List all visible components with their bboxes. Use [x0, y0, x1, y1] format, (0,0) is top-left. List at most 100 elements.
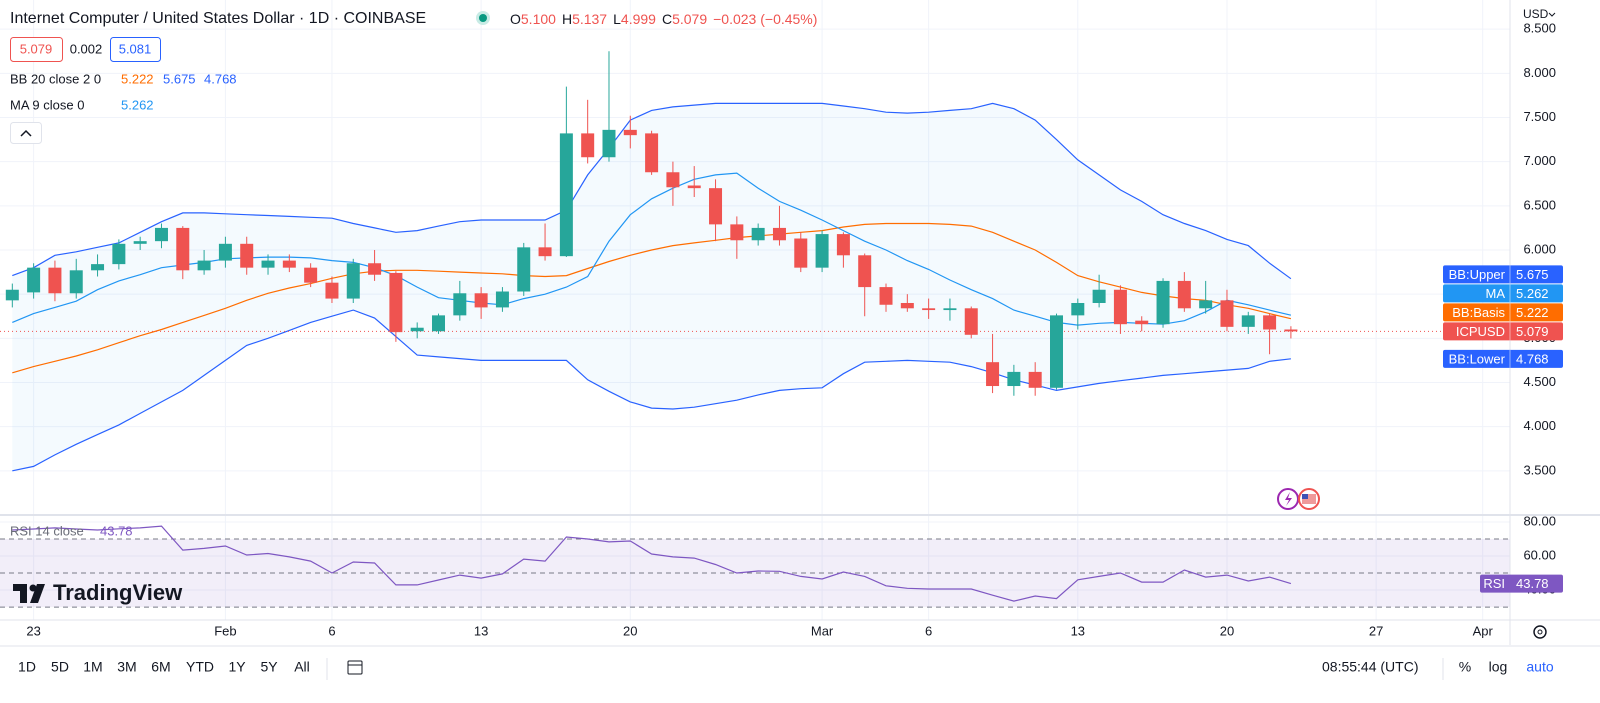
rsi-legend-value: 43.78 — [100, 523, 133, 538]
x-tick-label: Apr — [1473, 623, 1494, 638]
ma-legend-title: MA 9 close 0 — [10, 97, 84, 112]
candle-body — [346, 263, 360, 299]
logo-mark — [29, 584, 37, 592]
candle-body — [964, 308, 978, 335]
candle-body — [176, 227, 190, 271]
range-button[interactable]: 5Y — [260, 659, 278, 675]
range-buttons: 1D 5D 1M 3M 6M YTD 1Y 5Y All — [18, 659, 310, 675]
range-button[interactable]: 1D — [18, 659, 36, 675]
candle-body — [432, 315, 446, 332]
price-label-box — [1443, 284, 1563, 303]
price-label-box — [1443, 303, 1563, 322]
dropdown-icon — [1548, 12, 1556, 17]
bid: 5.079 — [20, 41, 53, 56]
range-button[interactable]: 6M — [151, 659, 170, 675]
y-tick-label: 3.500 — [1523, 462, 1556, 477]
settings-icon-center — [1537, 629, 1543, 635]
x-tick-label: 13 — [474, 623, 488, 638]
bb-lower-value: 4.768 — [204, 71, 237, 86]
ohlc-key: L — [613, 11, 621, 27]
candle-body — [1241, 315, 1255, 327]
ohlc-value: 5.100 — [521, 11, 556, 27]
candle-body — [517, 247, 531, 292]
price-label-name: BB:Lower — [1449, 351, 1506, 366]
ohlc-key: O — [510, 11, 521, 27]
candle-body — [1113, 289, 1127, 325]
rsi-label-value: 43.78 — [1516, 576, 1549, 591]
price-label-name: MA — [1486, 286, 1506, 301]
candle-body — [645, 133, 659, 173]
clock[interactable]: 08:55:44 (UTC) — [1322, 659, 1418, 675]
settings-icon[interactable] — [1533, 625, 1547, 639]
candle-body — [730, 224, 744, 241]
range-button[interactable]: 1Y — [228, 659, 246, 675]
price-label-value: 4.768 — [1516, 351, 1549, 366]
price-label-name: ICPUSD — [1456, 324, 1505, 339]
candle-body — [1220, 300, 1234, 327]
candle-body — [27, 267, 41, 293]
candle-body — [1156, 280, 1170, 325]
symbol-title: Internet Computer / United States Dollar… — [10, 10, 426, 27]
ask-box[interactable] — [110, 37, 161, 62]
y-tick-label: 80.00 — [1523, 513, 1556, 528]
candle-body — [69, 270, 83, 294]
x-tick-label: 13 — [1071, 623, 1085, 638]
auto-toggle[interactable]: auto — [1526, 659, 1553, 675]
candle-body — [1177, 280, 1191, 309]
candle-body — [282, 260, 296, 268]
y-tick-label: 8.500 — [1523, 21, 1556, 36]
range-button[interactable]: 1M — [83, 659, 102, 675]
candle-body — [1263, 315, 1277, 330]
bb-upper-value: 5.675 — [163, 71, 196, 86]
ask: 5.081 — [119, 41, 152, 56]
x-tick-label: Feb — [214, 623, 236, 638]
candle-body — [1284, 329, 1298, 332]
candle-body — [112, 243, 126, 265]
bb-legend-title: BB 20 close 2 0 — [10, 71, 101, 86]
price-label-value: 5.222 — [1516, 305, 1549, 320]
rsi-label-name: RSI — [1483, 576, 1505, 591]
price-label-box — [1443, 349, 1563, 368]
flag-canton — [1302, 494, 1308, 499]
candle-body — [581, 133, 595, 158]
price-label-value: 5.079 — [1516, 324, 1549, 339]
rsi-line — [12, 525, 1292, 602]
candle-body — [240, 243, 254, 268]
candle-body — [1071, 302, 1085, 316]
y-tick-label: 7.000 — [1523, 153, 1556, 168]
candle-body — [495, 291, 509, 308]
candle-body — [602, 129, 616, 158]
price-label-value: 5.675 — [1516, 267, 1549, 282]
y-tick-label: 6.500 — [1523, 197, 1556, 212]
currency-selector[interactable]: USD — [1523, 7, 1549, 21]
range-button[interactable]: 3M — [117, 659, 136, 675]
candle-body — [709, 188, 723, 225]
candle-body — [133, 241, 147, 244]
lightning-icon — [1285, 492, 1292, 506]
candle-body — [1028, 371, 1042, 388]
range-button[interactable]: 5D — [51, 659, 69, 675]
spread: 0.002 — [70, 41, 103, 56]
bid-box[interactable] — [10, 37, 63, 62]
x-tick-label: 23 — [26, 623, 40, 638]
candle-body — [261, 260, 275, 268]
candle-body — [1049, 315, 1063, 388]
price-label-name: BB:Upper — [1449, 267, 1506, 282]
range-button[interactable]: YTD — [186, 659, 214, 675]
candle-body — [879, 287, 893, 305]
percent-toggle[interactable]: % — [1459, 659, 1471, 675]
log-toggle[interactable]: log — [1489, 659, 1508, 675]
indicator-line — [12, 102, 1292, 280]
logo-mark — [13, 584, 27, 603]
collapse-legend-button[interactable] — [10, 122, 42, 144]
x-tick-label: Mar — [811, 623, 834, 638]
date-range-icon[interactable] — [347, 660, 363, 675]
candle-body — [1135, 320, 1149, 325]
x-tick-label: 27 — [1369, 623, 1383, 638]
ohlc-key: C — [662, 11, 672, 27]
range-button[interactable]: All — [294, 659, 310, 675]
candle-body — [325, 282, 339, 299]
candle-body — [368, 263, 382, 275]
candle-body — [559, 133, 573, 257]
